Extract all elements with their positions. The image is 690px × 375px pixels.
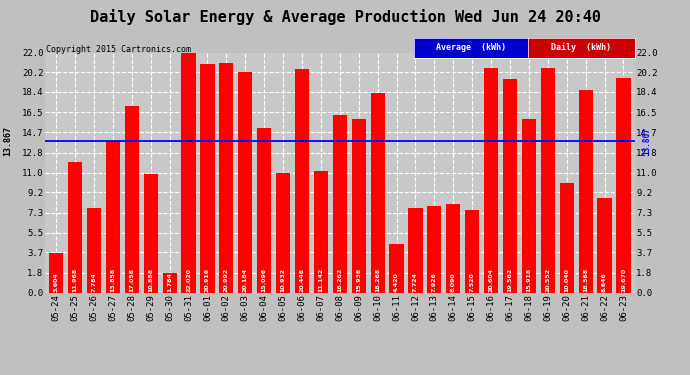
Text: 11.142: 11.142 xyxy=(318,267,324,292)
Bar xyxy=(408,208,422,292)
Text: 3.604: 3.604 xyxy=(54,272,59,292)
Bar xyxy=(446,204,460,292)
Text: 20.184: 20.184 xyxy=(243,267,248,292)
Text: 18.268: 18.268 xyxy=(375,267,380,292)
Text: Average  (kWh): Average (kWh) xyxy=(436,44,506,52)
Text: Daily  (kWh): Daily (kWh) xyxy=(551,44,611,52)
Bar xyxy=(295,69,309,292)
Bar xyxy=(598,198,611,292)
Bar xyxy=(352,118,366,292)
Text: 20.552: 20.552 xyxy=(545,267,551,292)
Text: Daily Solar Energy & Average Production Wed Jun 24 20:40: Daily Solar Energy & Average Production … xyxy=(90,9,600,26)
Bar xyxy=(371,93,385,292)
Text: 20.604: 20.604 xyxy=(489,268,493,292)
Text: 4.420: 4.420 xyxy=(394,272,399,292)
Bar xyxy=(49,253,63,292)
Bar xyxy=(389,244,404,292)
Bar xyxy=(333,115,347,292)
Bar xyxy=(106,141,120,292)
Bar xyxy=(522,119,536,292)
Text: 20.916: 20.916 xyxy=(205,267,210,292)
Text: 13.867: 13.867 xyxy=(642,128,651,155)
Text: 10.888: 10.888 xyxy=(148,267,153,292)
Bar xyxy=(257,128,271,292)
Bar xyxy=(181,52,196,292)
Bar xyxy=(276,173,290,292)
Bar xyxy=(427,206,442,292)
Text: 7.926: 7.926 xyxy=(432,272,437,292)
Bar xyxy=(144,174,158,292)
Text: 11.968: 11.968 xyxy=(72,267,77,292)
Text: 1.784: 1.784 xyxy=(167,272,172,292)
Bar xyxy=(200,64,215,292)
Text: 10.040: 10.040 xyxy=(564,268,569,292)
Text: 20.448: 20.448 xyxy=(299,267,304,292)
Text: 19.562: 19.562 xyxy=(508,267,513,292)
Bar xyxy=(125,106,139,292)
Bar xyxy=(219,63,233,292)
Text: Copyright 2015 Cartronics.com: Copyright 2015 Cartronics.com xyxy=(46,45,191,54)
Bar xyxy=(87,208,101,292)
Text: 8.090: 8.090 xyxy=(451,272,456,292)
Bar xyxy=(314,171,328,292)
Text: 17.058: 17.058 xyxy=(129,267,135,292)
Text: 15.936: 15.936 xyxy=(356,267,362,292)
Bar xyxy=(541,68,555,292)
Bar xyxy=(503,79,517,292)
Text: 20.992: 20.992 xyxy=(224,267,229,292)
Bar xyxy=(560,183,574,292)
Bar xyxy=(163,273,177,292)
Text: 15.096: 15.096 xyxy=(262,267,267,292)
Text: 15.918: 15.918 xyxy=(526,267,531,292)
Text: 19.670: 19.670 xyxy=(621,267,626,292)
Bar xyxy=(616,78,631,292)
Text: 13.858: 13.858 xyxy=(110,267,115,292)
Text: 7.724: 7.724 xyxy=(413,272,418,292)
Text: 7.784: 7.784 xyxy=(92,272,97,292)
Text: 18.568: 18.568 xyxy=(583,267,588,292)
Text: 10.932: 10.932 xyxy=(281,267,286,292)
Bar xyxy=(484,68,498,292)
Bar xyxy=(238,72,253,292)
Text: 8.646: 8.646 xyxy=(602,272,607,292)
Text: 7.520: 7.520 xyxy=(470,272,475,292)
Bar xyxy=(68,162,82,292)
Text: 22.020: 22.020 xyxy=(186,268,191,292)
Text: 13.867: 13.867 xyxy=(3,126,12,156)
Bar xyxy=(465,210,480,292)
Text: 16.262: 16.262 xyxy=(337,267,342,292)
Bar xyxy=(578,90,593,292)
